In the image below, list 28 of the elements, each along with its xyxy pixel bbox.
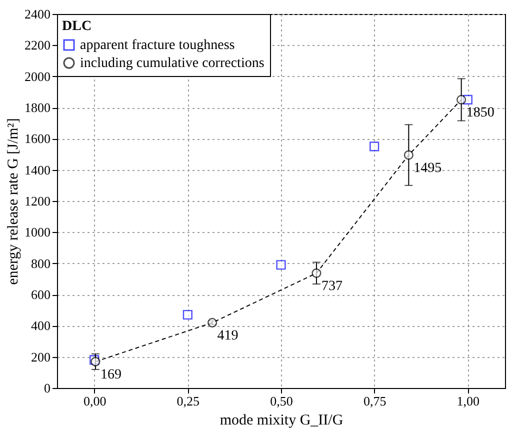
y-tick-label: 2400	[24, 6, 50, 22]
y-tick-label: 1200	[24, 194, 50, 208]
x-tick-label: 0,25	[176, 394, 200, 408]
data-label: 737	[321, 279, 342, 294]
x-tick-label: 0,75	[363, 394, 386, 408]
x-tick-label: 1,00	[456, 394, 480, 408]
legend-label: including cumulative corrections	[80, 56, 264, 71]
y-tick-label: 1000	[24, 224, 50, 240]
y-tick-label: 600	[31, 287, 50, 302]
y-tick-label: 800	[31, 256, 50, 271]
legend-label: apparent fracture toughness	[80, 38, 235, 53]
y-axis-title: energy release rate G [J/m²]	[6, 118, 22, 285]
data-label: 169	[100, 368, 122, 383]
y-tick-label: 2200	[24, 38, 50, 53]
x-axis-title: mode mixity G_II/G	[220, 412, 344, 428]
legend-title: DLC	[62, 19, 92, 34]
y-tick-label: 1800	[24, 100, 50, 115]
y-tick-label: 200	[31, 349, 50, 364]
x-tick-label: 0,50	[270, 394, 293, 408]
x-tick-label: 0,00	[83, 394, 106, 408]
data-label: 1850	[466, 106, 494, 121]
y-tick-label: 2000	[24, 68, 50, 84]
y-tick-label: 400	[31, 318, 50, 334]
data-label: 1495	[414, 161, 442, 176]
y-tick-label: 1600	[24, 131, 50, 146]
y-tick-label: 1400	[24, 162, 50, 178]
data-label: 419	[217, 328, 238, 344]
y-tick-label: 0	[44, 380, 50, 396]
